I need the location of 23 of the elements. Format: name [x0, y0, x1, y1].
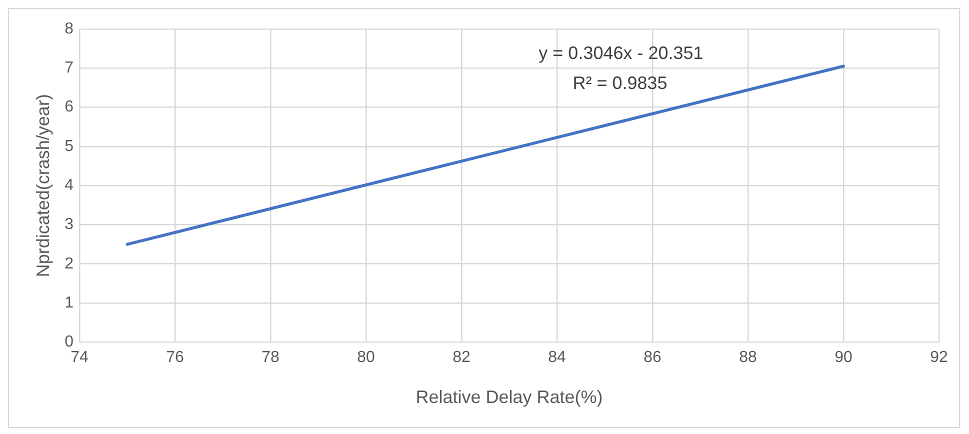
y-tick-label: 5 — [64, 138, 74, 155]
y-axis-title: Nprdicated(crash/year) — [32, 94, 53, 278]
y-tick-label: 1 — [64, 294, 74, 312]
y-tick-label: 4 — [64, 177, 74, 194]
y-tick-label: 8 — [64, 20, 74, 38]
y-tick-label: 3 — [64, 216, 74, 234]
x-tick-label: 82 — [452, 349, 470, 366]
y-tick-label: 6 — [64, 98, 74, 116]
annotation: R² = 0.9835 — [572, 72, 668, 93]
x-tick-label: 86 — [644, 349, 662, 366]
y-tick-label: 0 — [64, 334, 74, 351]
x-tick-label: 92 — [930, 349, 948, 366]
x-axis-title: Relative Delay Rate(%) — [416, 387, 603, 408]
x-tick-label: 84 — [548, 349, 566, 366]
x-tick-label: 76 — [166, 349, 184, 366]
annotation: y = 0.3046x - 20.351 — [538, 42, 704, 63]
y-tick-label: 7 — [64, 60, 74, 77]
x-tick-label: 80 — [357, 349, 375, 366]
x-tick-label: 78 — [262, 349, 280, 366]
x-tick-label: 88 — [739, 349, 757, 366]
x-tick-label: 74 — [70, 349, 88, 366]
x-tick-label: 90 — [834, 349, 852, 366]
y-tick-label: 2 — [64, 255, 74, 272]
